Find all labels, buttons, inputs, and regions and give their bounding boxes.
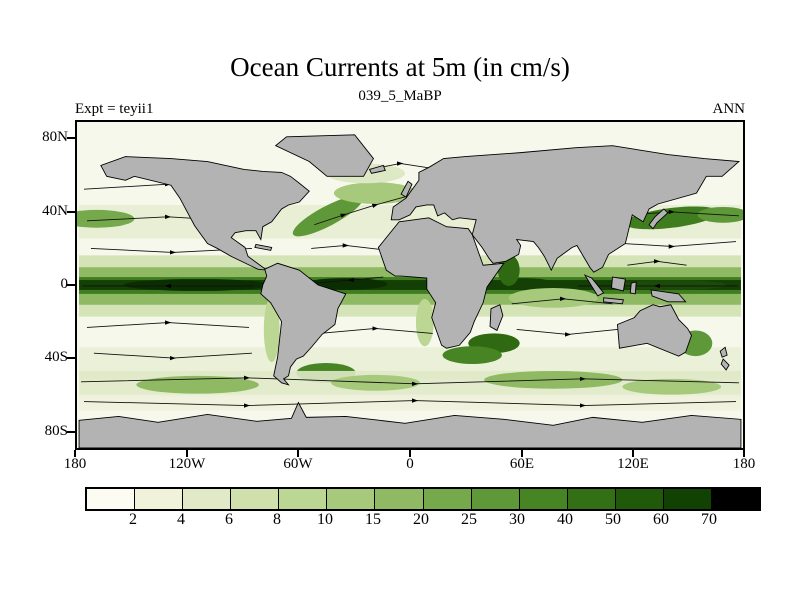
y-axis-tick-label: 40N: [42, 203, 68, 219]
x-axis-tick: [743, 450, 745, 457]
x-axis-tick-label: 180: [732, 456, 756, 472]
colorbar-cell: [183, 489, 232, 509]
colorbar-tick-label: 60: [653, 511, 669, 528]
y-axis-tick: [67, 284, 75, 286]
colorbar-cell: [279, 489, 328, 509]
x-axis-tick: [521, 450, 523, 457]
colorbar-tick-label: 6: [225, 511, 233, 528]
colorbar-cell: [231, 489, 280, 509]
island-java: [603, 297, 624, 305]
land-layer: [78, 134, 742, 448]
y-axis-tick: [67, 357, 75, 359]
colorbar-cell: [615, 489, 664, 509]
colorbar-cell: [135, 489, 184, 509]
colorbar-tick-label: 50: [605, 511, 621, 528]
island-cuba: [254, 243, 273, 251]
island-new-guinea: [650, 289, 687, 303]
y-axis-tick-label: 0: [60, 276, 69, 292]
y-axis-tick: [67, 211, 75, 213]
colorbar-tick-label: 8: [273, 511, 281, 528]
landmass-south-america: [260, 262, 347, 386]
colorbar-labels: 2 4 6 8 10 15 20 25 30 40 50 60 70: [85, 511, 757, 531]
chart-title: Ocean Currents at 5m (in cm/s): [230, 52, 570, 82]
x-axis-tick-label: 120E: [617, 456, 649, 472]
island-britain: [400, 180, 413, 198]
island-japan: [648, 208, 669, 230]
landmass-antarctica: [78, 401, 742, 448]
x-axis-tick-label: 60W: [283, 456, 313, 472]
island-sulawesi: [629, 281, 637, 295]
x-axis-tick: [409, 450, 411, 457]
world-map-svg: [77, 122, 743, 448]
x-axis-tick-label: 0: [406, 456, 414, 472]
colorbar-tick-label: 2: [129, 511, 137, 528]
x-axis-tick: [297, 450, 299, 457]
colorbar-tick-label: 20: [413, 511, 429, 528]
colorbar-cell: [712, 489, 760, 509]
colorbar-cell: [663, 489, 713, 509]
experiment-label: Expt = teyii1: [75, 101, 154, 117]
colorbar-cell: [471, 489, 520, 509]
landmass-eurasia: [390, 145, 741, 273]
colorbar-tick-label: 15: [365, 511, 381, 528]
x-axis-tick: [74, 450, 76, 457]
y-axis-tick-label: 80S: [44, 423, 68, 439]
y-axis-tick: [67, 137, 75, 139]
colorbar-cells: [87, 489, 760, 509]
island-new-zealand-north: [719, 346, 728, 358]
landmass-north-america: [100, 156, 310, 271]
map-plot-area: [75, 120, 745, 450]
colorbar-cell: [87, 489, 136, 509]
y-axis-tick-label: 40S: [44, 349, 68, 365]
chart-subtitle: 039_5_MaBP: [358, 88, 442, 104]
x-axis-tick-label: 60E: [509, 456, 535, 472]
colorbar-cell: [375, 489, 424, 509]
x-axis-tick: [632, 450, 634, 457]
annotation-row: Expt = teyii1 ANN: [75, 101, 745, 118]
colorbar-tick-label: 40: [557, 511, 573, 528]
y-axis-tick-label: 80N: [42, 129, 68, 145]
x-axis-tick-label: 120W: [168, 456, 206, 472]
landmass-australia: [616, 304, 693, 357]
colorbar-cell: [327, 489, 376, 509]
island-new-zealand-south: [720, 358, 730, 371]
x-axis-tick-label: 180: [63, 456, 87, 472]
landmass-madagascar: [489, 304, 504, 332]
colorbar-cell: [423, 489, 472, 509]
island-sumatra: [583, 274, 605, 297]
y-axis-tick: [67, 431, 75, 433]
colorbar-cell: [519, 489, 568, 509]
x-axis-tick: [186, 450, 188, 457]
colorbar-tick-label: 4: [177, 511, 185, 528]
landmass-africa: [377, 217, 505, 349]
colorbar-tick-label: 25: [461, 511, 477, 528]
colorbar-tick-label: 70: [701, 511, 717, 528]
colorbar-cell: [567, 489, 616, 509]
colorbar-tick-label: 30: [509, 511, 525, 528]
colorbar-tick-label: 10: [317, 511, 333, 528]
season-label: ANN: [712, 101, 746, 117]
landmass-greenland: [274, 134, 374, 177]
colorbar: [85, 487, 761, 511]
island-iceland: [368, 164, 386, 174]
island-borneo: [611, 276, 626, 292]
